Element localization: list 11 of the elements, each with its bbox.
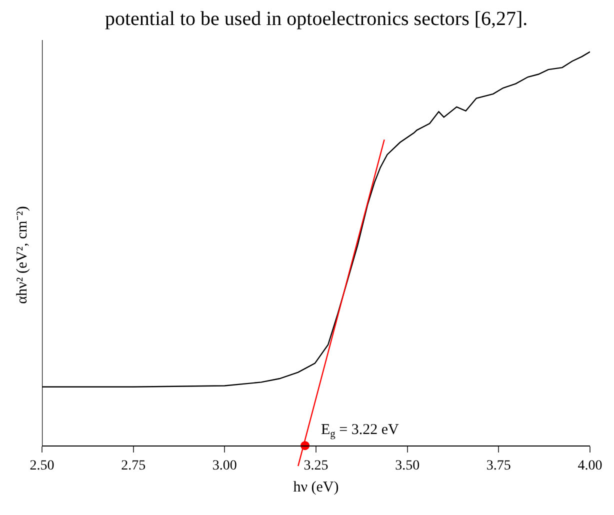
x-tick-label: 3.25 <box>304 458 328 474</box>
x-tick-label: 2.75 <box>121 458 146 474</box>
x-axis-title: hν (eV) <box>293 479 339 496</box>
annotation: E$_{g}$ = 3.22 eV <box>321 422 400 440</box>
x-tick-label: 2.50 <box>30 458 54 474</box>
x-tick-label: 3.75 <box>486 458 511 474</box>
x-tick-label: 3.50 <box>395 458 420 474</box>
x-tick-label: 3.00 <box>212 458 237 474</box>
text: potential to be used in optoelectronics sectors [6,27]. <box>105 8 528 30</box>
x-tick-label: 4.00 <box>578 458 602 474</box>
y-axis-title: αhν² (eV², cm⁻²) <box>14 206 30 304</box>
